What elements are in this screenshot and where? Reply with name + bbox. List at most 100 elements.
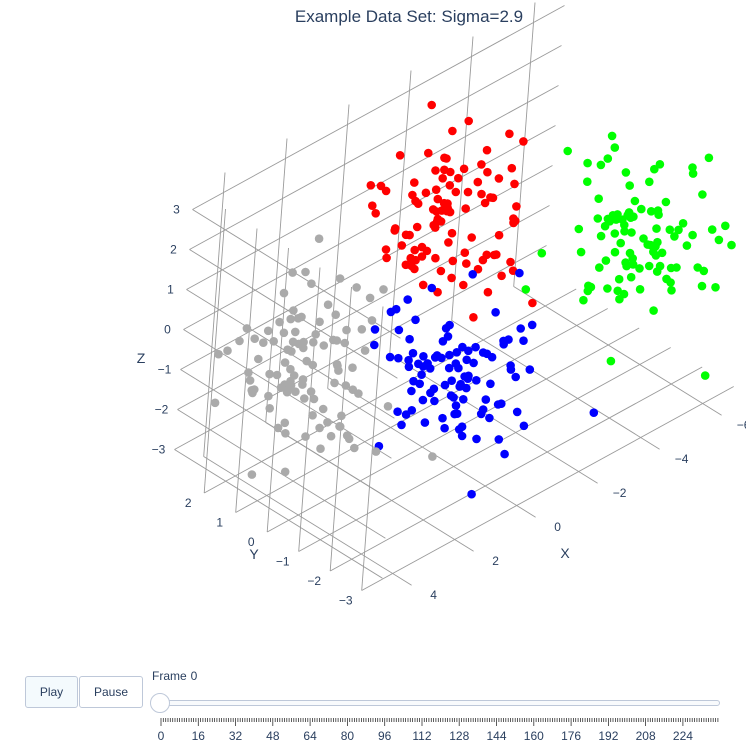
data-point-series-1 [614,274,624,284]
frame-slider-thumb[interactable] [150,693,170,713]
frame-label-prefix: Frame [152,669,187,683]
data-point-series-0 [446,167,455,177]
data-point-series-3 [301,267,310,277]
data-point-series-1 [596,231,606,241]
frame-slider-rail[interactable] [160,700,720,706]
data-point-series-3 [331,310,341,320]
data-point-series-2 [472,434,481,444]
data-point-series-2 [462,383,471,393]
data-point-series-3 [354,389,363,398]
data-point-series-0 [509,214,518,223]
pause-button[interactable]: Pause [79,676,143,708]
data-point-series-0 [438,174,448,183]
data-point-series-1 [627,228,636,237]
data-point-series-3 [280,358,290,367]
data-point-series-3 [235,336,244,346]
data-point-series-1 [593,214,603,223]
data-point-series-0 [424,148,433,158]
data-point-series-2 [397,420,406,430]
data-point-series-3 [350,443,359,453]
data-point-series-3 [318,404,328,414]
data-point-series-3 [283,345,292,355]
data-point-series-3 [335,422,345,431]
grid-line-back [203,172,226,457]
data-point-series-2 [485,413,494,423]
data-points [210,100,736,499]
data-point-series-0 [473,264,483,274]
data-point-series-3 [245,376,255,385]
data-point-series-3 [291,327,300,337]
y-tick-label: 0 [248,535,255,549]
data-point-series-3 [214,349,223,359]
data-point-series-3 [259,338,268,348]
z-tick-label: 3 [173,203,180,217]
slider-tick-label: 96 [377,729,392,743]
data-point-series-1 [626,272,636,282]
data-point-series-3 [279,288,289,298]
data-point-series-2 [415,379,425,389]
data-point-series-0 [412,222,422,232]
data-point-series-1 [521,285,531,294]
data-point-series-0 [512,202,521,211]
scatter3d-plot[interactable]: −6 −4 −2 0 2 4 −3 −2 −1 0 1 2 3 2 1 0 −1 −2 −3 X Y Z [0,0,746,660]
data-point-series-2 [511,372,520,382]
grid-line-floor [203,288,577,494]
data-point-series-1 [622,261,631,271]
data-point-series-1 [646,207,656,216]
data-point-series-0 [464,116,474,126]
data-point-series-3 [383,402,393,411]
data-point-series-1 [721,221,730,231]
data-point-series-3 [253,354,263,364]
data-point-series-1 [619,289,629,299]
data-point-series-3 [323,418,332,427]
data-point-series-0 [477,160,486,169]
data-point-series-2 [430,353,440,362]
grid-line-back [177,205,550,410]
data-point-series-0 [451,187,461,197]
data-point-series-2 [447,376,457,386]
slider-tick-label: 208 [635,729,656,743]
data-point-series-1 [621,168,631,177]
play-button[interactable]: Play [25,676,78,708]
x-tick-label: −2 [613,486,627,500]
data-point-series-3 [306,387,316,396]
data-point-series-2 [527,320,537,330]
data-point-series-2 [493,400,503,409]
data-point-series-1 [645,177,654,187]
data-point-series-0 [448,126,457,136]
data-point-series-1 [711,283,720,292]
data-point-series-0 [462,259,471,268]
grid-line-back [192,5,565,210]
data-point-series-2 [440,380,450,390]
slider-tick-label: 176 [561,729,582,743]
data-point-series-3 [269,337,279,346]
z-tick-label: 1 [167,283,174,297]
z-tick-label: 0 [164,323,171,337]
data-point-series-2 [438,413,447,423]
frame-label-value: 0 [190,669,198,683]
data-point-series-0 [381,245,391,254]
data-point-series-2 [405,334,414,344]
data-point-series-2 [467,489,476,499]
data-point-series-3 [250,334,259,344]
data-point-series-0 [427,100,437,110]
grid-line-floor [266,327,640,533]
grid-line-floor [329,366,703,572]
data-point-series-3 [311,330,321,339]
data-point-series-1 [625,181,634,190]
data-point-series-1 [620,227,629,236]
data-point-series-2 [385,352,395,362]
data-point-series-1 [661,197,671,207]
x-axis-title: X [560,545,570,561]
data-point-series-3 [291,387,300,397]
data-point-series-2 [512,407,522,417]
axis-tick-labels: −6 −4 −2 0 2 4 −3 −2 −1 0 1 2 3 2 1 0 −1 −2 −3 [152,203,746,608]
chart-title: Example Data Set: Sigma=2.9 [294,7,524,26]
data-point-series-3 [367,316,377,325]
data-point-series-0 [447,228,457,238]
data-point-series-3 [286,364,295,374]
data-point-series-2 [407,386,416,396]
data-point-series-1 [579,295,588,305]
data-point-series-0 [433,194,443,204]
y-tick-label: 1 [216,516,223,530]
